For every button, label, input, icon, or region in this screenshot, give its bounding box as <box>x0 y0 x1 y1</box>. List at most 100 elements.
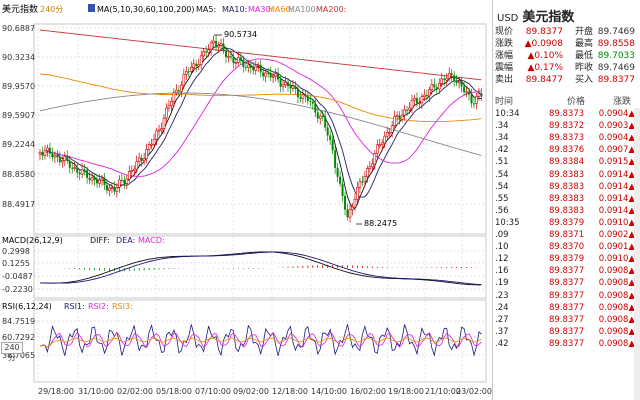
candle-body <box>137 157 141 162</box>
candle-body <box>294 85 297 89</box>
tick-row[interactable]: .34 89.8373 0.0904▲ <box>493 132 640 144</box>
price-tick: 90.6887 <box>2 24 35 33</box>
candle-body <box>135 161 139 170</box>
period-label: 240分 <box>40 5 63 14</box>
candle-body <box>76 167 79 173</box>
tick-row[interactable]: .23 89.8377 0.0908▲ <box>493 290 640 302</box>
quote-value: 89.8477 <box>525 75 563 85</box>
candle-body <box>361 181 364 183</box>
x-tick: 16/02:00 <box>350 387 386 396</box>
tick-row[interactable]: .56 89.8383 0.0914▲ <box>493 205 640 217</box>
candle-body <box>437 83 441 90</box>
candle-body <box>73 167 77 169</box>
candle-body <box>316 112 319 119</box>
tick-row[interactable]: 10:35 89.8379 0.0910▲ <box>493 217 640 229</box>
quote-value: 89.8377 <box>525 27 563 37</box>
x-tick: 29/18:00 <box>38 387 74 396</box>
candle-body <box>175 89 178 94</box>
candle-body <box>281 84 285 87</box>
quote-label: 涨幅 <box>495 51 514 61</box>
price-tick: 88.4917 <box>2 200 35 209</box>
candle-body <box>363 176 367 182</box>
tick-row[interactable]: .42 89.8377 0.0908▲ <box>493 338 640 350</box>
tick-row[interactable]: .42 89.8376 0.0907▲ <box>493 144 640 156</box>
candle-body <box>205 51 208 53</box>
tick-price: 89.8371 <box>549 230 585 240</box>
candle-body <box>172 92 176 102</box>
tick-list-scrollbar[interactable] <box>634 108 640 400</box>
candle-body <box>237 57 240 63</box>
candle-body <box>86 170 89 178</box>
candle-body <box>38 151 42 155</box>
candle-body <box>225 50 227 57</box>
candle-body <box>408 107 411 111</box>
tick-row[interactable]: .24 89.8377 0.0908▲ <box>493 302 640 314</box>
tick-row[interactable]: .55 89.8383 0.0914▲ <box>493 193 640 205</box>
tick-row[interactable]: .09 89.8371 0.0902▲ <box>493 229 640 241</box>
candle-body <box>423 94 426 97</box>
tick-row[interactable]: .19 89.8377 0.0908▲ <box>493 277 640 289</box>
candle-body <box>351 206 354 210</box>
candle-body <box>291 85 295 89</box>
candle-body <box>115 186 119 192</box>
candle-body <box>457 81 461 84</box>
ma100-label: MA100: <box>288 5 318 14</box>
x-tick: 09/02:00 <box>233 387 269 396</box>
tick-change: 0.0904▲ <box>598 133 635 144</box>
tick-row[interactable]: .27 89.8377 0.0908▲ <box>493 314 640 326</box>
candle-body <box>180 84 183 92</box>
candle-body <box>366 168 369 177</box>
candle-body <box>271 75 275 78</box>
candle-body <box>477 93 481 97</box>
quote-label: 震幅 <box>495 63 514 73</box>
candle-body <box>395 115 399 117</box>
tick-row[interactable]: .37 89.8377 0.0908▲ <box>493 326 640 338</box>
price-tick: 88.8580 <box>2 170 35 179</box>
candle-body <box>385 132 389 137</box>
tick-row[interactable]: .16 89.8377 0.0908▲ <box>493 265 640 277</box>
candle-body <box>232 57 235 63</box>
tick-row[interactable]: .10 89.8370 0.0901▲ <box>493 241 640 253</box>
candle-body <box>390 125 394 133</box>
candle-body <box>80 169 84 175</box>
ma-toggle-icon[interactable] <box>88 4 95 12</box>
tick-change: 0.0908▲ <box>598 290 635 301</box>
period-button[interactable]: 240分 <box>1 342 23 362</box>
tick-price: 89.8377 <box>549 314 585 325</box>
candle-body <box>346 209 349 218</box>
candle-body <box>301 94 305 99</box>
candle-body <box>244 66 247 68</box>
tick-row[interactable]: .34 89.8372 0.0903▲ <box>493 120 640 132</box>
tick-row[interactable]: 10:34 89.8373 0.0904▲ <box>493 108 640 120</box>
candle-body <box>249 64 252 68</box>
candle-body <box>336 167 339 177</box>
rsi-tick: 60.7292 <box>2 333 35 342</box>
candle-body <box>207 49 210 53</box>
candle-body <box>420 96 424 104</box>
tick-row[interactable]: .51 89.8384 0.0915▲ <box>493 156 640 168</box>
rsi1-line <box>39 323 482 357</box>
rsi-panel-frame <box>33 299 487 383</box>
candle-body <box>393 116 396 126</box>
candle-body <box>321 116 324 118</box>
price-tick: 89.2244 <box>2 140 35 149</box>
tick-row[interactable]: .54 89.8383 0.0914▲ <box>493 181 640 193</box>
candle-body <box>192 63 196 68</box>
tick-row[interactable]: .12 89.8379 0.0910▲ <box>493 253 640 265</box>
chart-area[interactable]: 美元指数 240分 MA(5,10,30,60,100,200) MA5: MA… <box>0 0 492 400</box>
ma30-label: MA30: <box>248 5 273 14</box>
candle-body <box>46 147 49 151</box>
candle-body <box>277 73 280 80</box>
candle-body <box>341 183 344 197</box>
rsi-tick: 36.7065 <box>2 351 35 360</box>
candle-body <box>279 79 282 87</box>
tick-row[interactable]: .54 89.8383 0.0914▲ <box>493 169 640 181</box>
tick-change: 0.0914▲ <box>598 205 635 216</box>
tick-time: .54 <box>495 169 509 180</box>
candle-body <box>78 172 81 175</box>
candle-body <box>93 177 96 180</box>
quote-row: 现价 89.8377 开盘 89.7469 <box>493 26 640 38</box>
ma10-label: MA10: <box>222 5 247 14</box>
candle-body <box>353 198 357 208</box>
price-tick: 90.3234 <box>2 53 35 62</box>
